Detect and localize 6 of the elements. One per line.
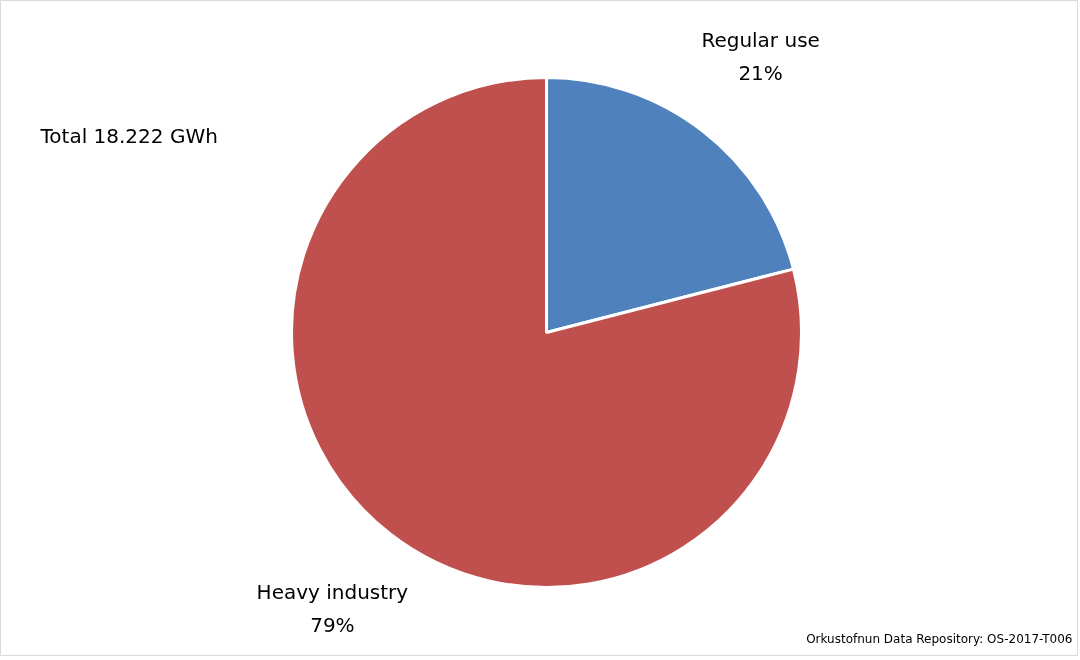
text: Total 18.222 GWh — [39, 123, 218, 148]
text: Orkustofnun Data Repository: OS-2017-T006 — [806, 631, 1073, 646]
slice-label: Regular use — [701, 28, 820, 53]
data-label: 21% — [738, 60, 783, 85]
slice-label: Heavy industry — [256, 580, 409, 605]
data-label: 79% — [310, 612, 355, 637]
